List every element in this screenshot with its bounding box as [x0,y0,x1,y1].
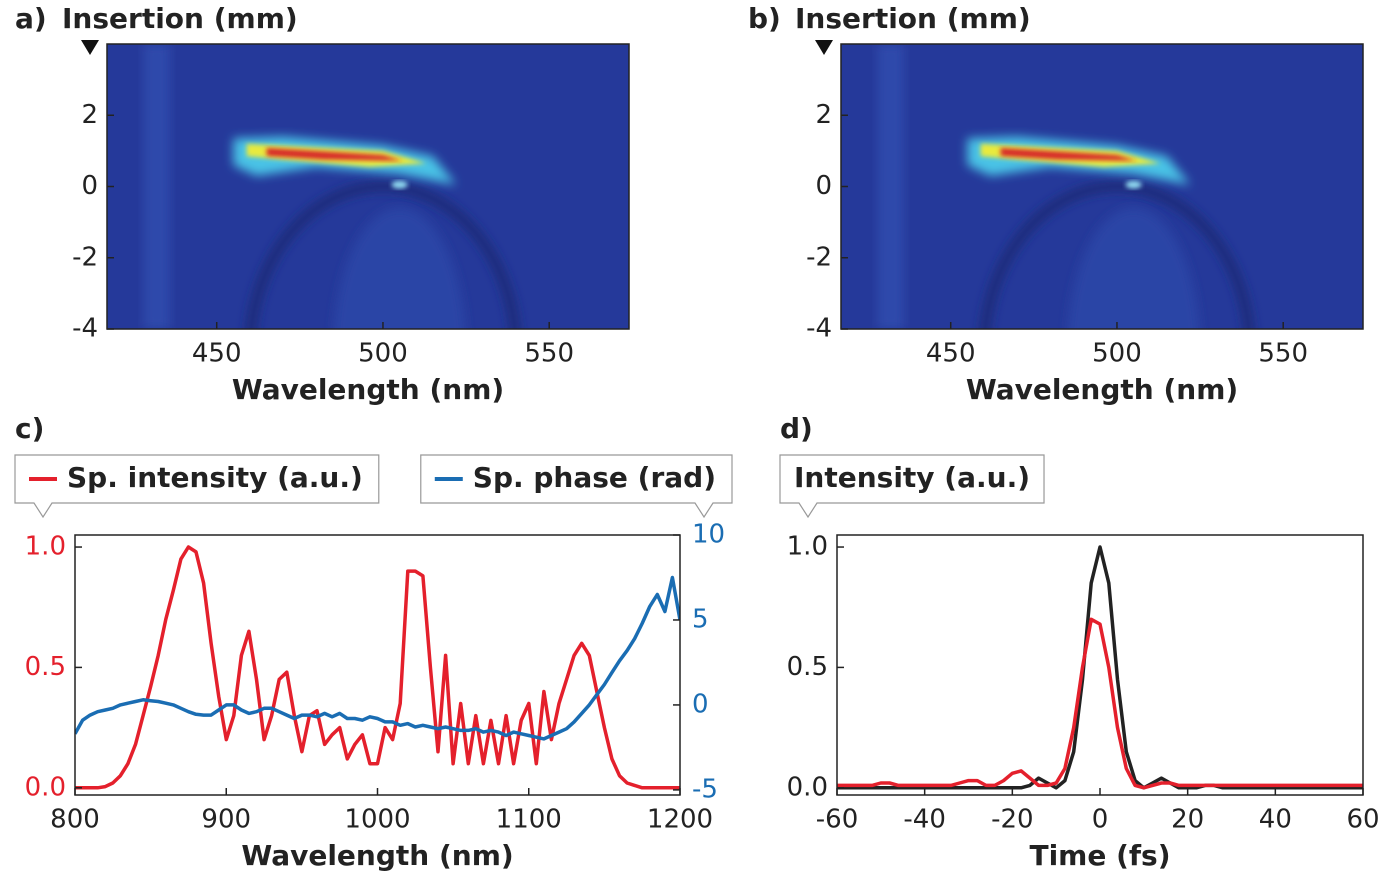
legend-entry: Intensity (a.u.) [779,454,1045,519]
heatmap-arc [333,207,466,329]
x-tick-label: -20 [991,805,1033,835]
y-tick-label: 0.0 [25,772,66,802]
y-tick-label: 0.5 [787,652,828,682]
x-tick-label: 1100 [496,805,562,835]
x-tick-label: 0 [1092,805,1109,835]
series-line [837,617,1363,790]
x-tick-label: 500 [358,339,408,369]
y-tick-label: -2 [806,242,832,272]
y-axis-title: Insertion (mm) [62,2,298,35]
legend-entry: Sp. intensity (a.u.) [14,454,380,519]
heatmap-streak [877,44,905,329]
legend-box [14,454,380,519]
plot-area [107,44,629,329]
y-tick-label: 0 [81,171,98,201]
x-tick-label: 1200 [647,805,713,835]
panel: d) Intensity (a.u.) Time (fs) -60 -40 -20 0 20 4… [779,412,1380,872]
x-tick-label: 40 [1259,805,1292,835]
heatmap-arc [246,181,520,329]
panel-label: d) [780,412,813,445]
x-axis-title: Wavelength (nm) [241,839,513,872]
marker [81,40,99,55]
x-tick-label: 550 [524,339,574,369]
x-tick-label: 20 [1171,805,1204,835]
heatmap-spot [391,180,408,189]
y2-tick-label: -5 [692,774,718,804]
y2-tick-label: 0 [692,689,709,719]
series-line [75,545,680,790]
legend-label: Sp. intensity (a.u.) [67,461,363,494]
marker [815,40,833,55]
panel: c) Sp. intensity (a.u.) Sp. phase (rad) Wav… [14,412,733,872]
x-tick-label: 1000 [344,805,410,835]
x-tick-label: 450 [926,339,976,369]
x-tick-label: 550 [1258,339,1308,369]
x-tick-label: 500 [1092,339,1142,369]
x-tick-label: -60 [816,805,858,835]
y-tick-label: 0 [815,171,832,201]
panel-label: b) [748,2,781,35]
plot-area [841,44,1363,329]
y-tick-label: 1.0 [787,532,828,562]
panel-label: a) [15,2,47,35]
y-tick-label: 2 [81,100,98,130]
y-tick-label: 0.0 [787,772,828,802]
y-tick-label: -4 [72,314,98,344]
panel: a) Insertion (mm) Wavelength (nm) 450 500 550… [15,2,630,406]
y-axis-title: Intensity (a.u.) [794,461,1030,494]
x-tick-label: 450 [192,339,242,369]
legend-box [420,454,733,519]
x-tick-label: 800 [50,805,100,835]
y-tick-label: -2 [72,242,98,272]
heatmap-arc [1067,207,1200,329]
heatmap-band [1000,148,1137,161]
x-axis-title: Wavelength (nm) [966,373,1238,406]
panel-label: c) [15,412,44,445]
x-axis-title: Time (fs) [1029,839,1170,872]
y2-tick-label: 10 [692,520,725,550]
heatmap-streak [143,44,171,329]
legend-box [779,454,1045,519]
panel: b) Insertion (mm) Wavelength (nm) 450 500 550… [748,2,1364,406]
y-tick-label: 1.0 [25,532,66,562]
y-tick-label: 2 [815,100,832,130]
plot-area [837,545,1363,790]
heatmap-spot [1125,180,1142,189]
x-tick-label: 900 [201,805,251,835]
legend-label: Sp. phase (rad) [473,461,716,494]
legend-entry: Sp. phase (rad) [420,454,733,519]
plot-frame [836,534,1364,796]
series-line [837,545,1363,790]
x-tick-label: 60 [1346,805,1379,835]
y-tick-label: -4 [806,314,832,344]
x-axis-title: Wavelength (nm) [232,373,504,406]
series-line [75,575,680,741]
heatmap-band [266,148,403,161]
y-tick-label: 0.5 [25,652,66,682]
plot-area [75,545,680,790]
y2-tick-label: 5 [692,604,709,634]
x-tick-label: -40 [903,805,945,835]
y-axis-title: Insertion (mm) [795,2,1031,35]
heatmap-arc [980,181,1254,329]
